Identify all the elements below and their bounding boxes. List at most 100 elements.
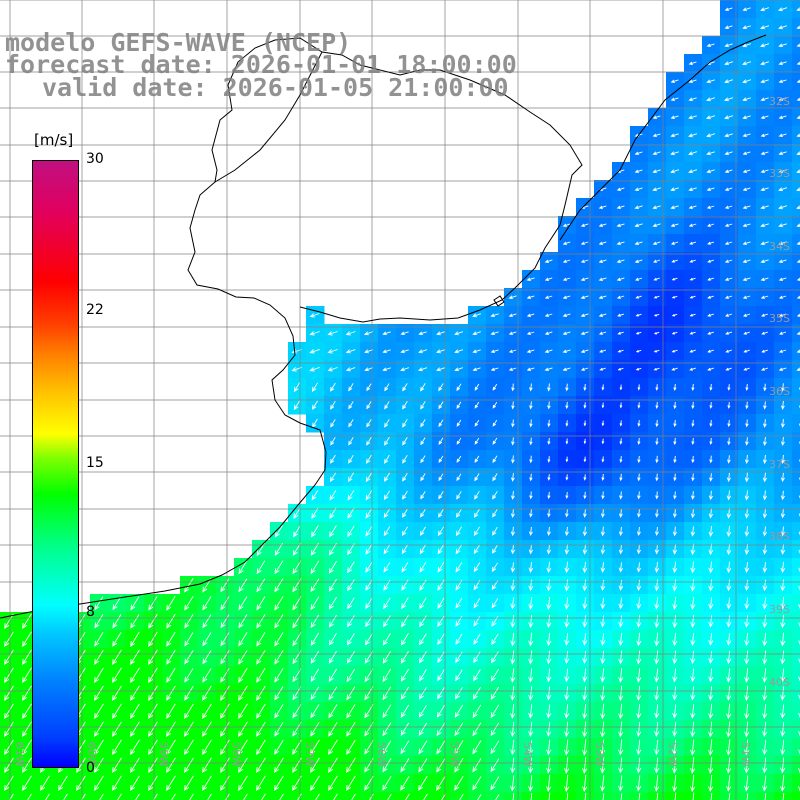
wind-arrow <box>130 721 140 737</box>
wind-arrow <box>726 472 731 483</box>
wind-arrow <box>274 578 284 593</box>
wind-arrow <box>780 597 786 610</box>
wind-arrow <box>189 793 194 800</box>
wind-arrow <box>345 331 356 336</box>
wind-arrow <box>384 436 390 446</box>
wind-arrow <box>310 721 320 737</box>
wind-arrow <box>456 473 462 482</box>
wind-arrow <box>365 490 373 501</box>
wind-arrow <box>402 383 408 392</box>
wind-arrow <box>582 561 588 574</box>
wind-arrow <box>202 685 212 701</box>
wind-arrow <box>544 349 553 353</box>
wind-arrow <box>490 776 500 791</box>
wind-arrow <box>760 241 769 246</box>
wind-arrow <box>438 473 444 482</box>
wind-arrow <box>547 419 551 428</box>
wind-arrow <box>491 651 499 664</box>
wind-speed-cell <box>792 72 800 91</box>
wind-arrow <box>726 775 732 792</box>
wind-arrow <box>602 793 605 800</box>
wind-speed-cell <box>414 792 433 800</box>
wind-arrow <box>635 349 642 353</box>
wind-arrow <box>366 419 372 428</box>
wind-arrow <box>600 615 606 628</box>
wind-arrow <box>618 509 623 518</box>
wind-arrow <box>511 419 515 428</box>
wind-arrow <box>725 349 732 353</box>
wind-arrow <box>512 793 515 800</box>
wind-speed-cell <box>396 792 415 800</box>
wind-arrow <box>364 668 374 683</box>
wind-arrow <box>420 508 426 518</box>
wind-arrow <box>94 614 104 629</box>
wind-arrow <box>689 367 696 371</box>
wind-arrow <box>798 658 800 664</box>
wind-arrow <box>709 437 713 446</box>
longitude-label: 52W <box>666 742 679 767</box>
wind-speed-cell <box>54 792 73 800</box>
wind-arrow <box>419 651 427 664</box>
wind-arrow <box>309 366 320 372</box>
wind-arrow <box>420 383 426 392</box>
wind-arrow <box>546 722 552 737</box>
wind-arrow <box>274 525 283 538</box>
wind-speed-cell <box>792 126 800 145</box>
wind-arrow <box>418 367 428 372</box>
wind-arrow <box>760 367 769 371</box>
wind-arrow <box>652 133 661 138</box>
wind-arrow <box>742 97 751 102</box>
wind-arrow <box>546 614 552 629</box>
wind-arrow <box>760 295 769 299</box>
wind-arrow <box>347 579 355 592</box>
wind-arrow <box>454 704 464 718</box>
wind-arrow <box>744 739 750 756</box>
wind-arrow <box>256 578 266 593</box>
wind-arrow <box>636 632 642 647</box>
wind-arrow <box>346 721 356 737</box>
wind-arrow <box>184 595 194 611</box>
wind-arrow <box>529 473 533 482</box>
wind-speed-cell <box>792 270 800 289</box>
wind-arrow <box>490 758 500 773</box>
wind-arrow <box>726 543 732 556</box>
wind-arrow <box>652 151 661 156</box>
wind-arrow <box>670 205 679 210</box>
wind-arrow <box>616 241 625 246</box>
wind-arrow <box>744 650 750 665</box>
wind-arrow <box>491 633 499 646</box>
wind-arrow <box>225 793 230 800</box>
wind-arrow <box>726 668 732 683</box>
wind-arrow <box>202 632 212 647</box>
wind-arrow <box>328 757 338 773</box>
wind-arrow <box>528 579 534 592</box>
wind-arrow <box>636 526 641 537</box>
wind-arrow <box>635 295 642 299</box>
wind-arrow <box>220 739 230 755</box>
wind-arrow <box>673 455 677 464</box>
wind-arrow <box>310 757 320 773</box>
wind-arrow <box>690 597 696 610</box>
wind-arrow <box>274 650 284 665</box>
wind-arrow <box>778 133 787 138</box>
wind-arrow <box>636 721 642 738</box>
wind-arrow <box>689 295 696 299</box>
wind-arrow <box>220 757 230 773</box>
wind-arrow <box>418 740 428 755</box>
wind-arrow <box>671 331 678 335</box>
wind-arrow <box>672 509 677 518</box>
wind-arrow <box>652 205 661 210</box>
wind-arrow <box>619 402 623 409</box>
wind-arrow <box>619 384 623 391</box>
wind-arrow <box>492 473 498 482</box>
wind-arrow <box>328 560 337 574</box>
wind-arrow <box>762 686 768 701</box>
wind-arrow <box>600 633 606 646</box>
wind-arrow <box>311 490 319 501</box>
wind-arrow <box>528 597 534 610</box>
wind-arrow <box>455 562 463 573</box>
wind-arrow <box>238 739 248 755</box>
wind-arrow <box>455 669 463 682</box>
wind-arrow <box>724 223 733 227</box>
wind-arrow <box>419 615 427 628</box>
